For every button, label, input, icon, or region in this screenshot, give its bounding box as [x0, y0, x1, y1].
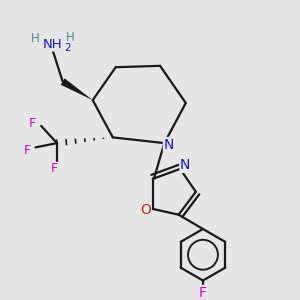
- Text: N: N: [180, 158, 190, 172]
- Text: NH: NH: [43, 38, 62, 51]
- Text: H: H: [65, 31, 74, 44]
- Text: F: F: [199, 286, 207, 300]
- Text: N: N: [164, 137, 174, 152]
- Text: F: F: [50, 162, 58, 176]
- Polygon shape: [61, 78, 93, 100]
- Text: O: O: [140, 203, 151, 218]
- Text: 2: 2: [64, 43, 71, 53]
- Text: H: H: [31, 32, 40, 45]
- Text: F: F: [23, 144, 31, 157]
- Text: F: F: [29, 117, 36, 130]
